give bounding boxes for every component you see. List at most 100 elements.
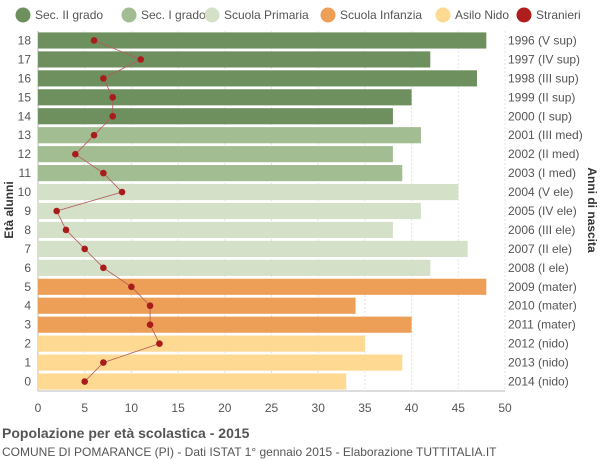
stranieri-point-age-2 <box>156 340 163 347</box>
legend-marker-1 <box>121 7 137 23</box>
stranieri-point-age-17 <box>137 56 145 63</box>
stranieri-point-age-8 <box>62 226 70 234</box>
birth-year-label-11: 2003 (I med) <box>508 166 576 180</box>
stranieri-point-age-3 <box>146 321 154 328</box>
age-label-1: 1 <box>24 356 31 370</box>
x-tick-label-2: 10 <box>125 401 139 415</box>
birth-year-label-2: 2012 (nido) <box>508 337 569 351</box>
labels: 18 1996 (V sup)17 1997 (IV sup)16 1998 (III… <box>18 33 583 388</box>
stranieri-point-age-18 <box>90 37 98 44</box>
x-tick-label-8: 40 <box>405 401 419 415</box>
birth-year-label-4: 2010 (mater) <box>508 299 577 313</box>
legend-marker-4 <box>435 7 451 23</box>
bar-age-2 <box>38 335 365 352</box>
stranieri-point-age-7 <box>81 245 88 253</box>
x-tick-label-10: 50 <box>498 401 512 415</box>
age-label-16: 16 <box>18 71 32 85</box>
x-tick-label-6: 30 <box>312 401 326 415</box>
bar-age-1 <box>38 354 403 371</box>
age-label-13: 13 <box>18 128 32 142</box>
age-label-2: 2 <box>24 337 31 351</box>
x-tick-label-4: 20 <box>218 401 232 415</box>
legend: Sec. II grado Sec. I grado Scuola Primaria… <box>15 7 581 23</box>
bar-age-11 <box>38 165 403 182</box>
age-label-8: 8 <box>24 223 31 237</box>
y-axis-title: Età alunni <box>2 181 16 238</box>
bar-age-17 <box>38 51 431 68</box>
age-label-7: 7 <box>24 242 31 256</box>
x-tick-label-5: 25 <box>265 401 279 415</box>
bar-age-16 <box>38 70 477 87</box>
x-tick-label-9: 45 <box>452 401 466 415</box>
stranieri-point-age-1 <box>100 359 107 366</box>
x-tick-label-3: 15 <box>171 401 185 415</box>
age-label-0: 0 <box>24 375 31 389</box>
x-tick-label-1: 5 <box>81 401 88 415</box>
birth-year-label-7: 2007 (II ele) <box>508 242 572 256</box>
birth-year-label-6: 2008 (I ele) <box>508 261 569 275</box>
bar-age-12 <box>38 146 393 163</box>
stranieri-line <box>53 37 163 385</box>
bar-age-9 <box>38 202 421 220</box>
legend-label-4: Asilo Nido <box>455 8 509 22</box>
birth-year-label-10: 2004 (V ele) <box>508 185 573 199</box>
age-label-9: 9 <box>24 204 31 218</box>
bar-age-10 <box>38 183 459 201</box>
legend-label-1: Sec. I grado <box>141 8 206 22</box>
age-label-15: 15 <box>18 90 32 104</box>
bar-age-15 <box>38 89 412 106</box>
age-label-10: 10 <box>18 185 32 199</box>
x-tick-label-0: 0 <box>35 401 42 415</box>
birth-year-label-0: 2014 (nido) <box>508 375 569 389</box>
bar-age-7 <box>38 240 468 257</box>
birth-year-label-1: 2013 (nido) <box>508 356 569 370</box>
legend-label-2: Scuola Primaria <box>224 8 309 22</box>
chart-title: Popolazione per età scolastica - 2015 <box>2 425 250 441</box>
age-label-11: 11 <box>19 166 32 180</box>
birth-year-label-14: 2000 (I sup) <box>508 109 572 123</box>
stranieri-point-age-13 <box>90 131 98 139</box>
stranieri-point-age-4 <box>146 302 154 310</box>
bar-age-14 <box>38 108 393 125</box>
legend-marker-2 <box>204 7 220 23</box>
stranieri-point-age-11 <box>100 169 107 177</box>
birth-year-label-18: 1996 (V sup) <box>508 33 577 47</box>
age-label-5: 5 <box>24 280 31 294</box>
age-label-18: 18 <box>18 33 32 47</box>
bar-age-18 <box>38 32 487 49</box>
stranieri-point-age-15 <box>109 94 117 101</box>
stranieri-point-age-5 <box>128 283 135 291</box>
birth-year-label-3: 2011 (mater) <box>508 318 576 332</box>
stranieri-point-age-0 <box>81 378 88 385</box>
birth-year-label-15: 1999 (II sup) <box>508 90 575 104</box>
age-label-12: 12 <box>18 147 32 161</box>
y-axis-right-title: Anni di nascita <box>585 167 599 253</box>
stranieri-point-age-16 <box>100 75 107 82</box>
stranieri-point-age-14 <box>109 112 117 120</box>
age-label-6: 6 <box>24 261 31 275</box>
bar-age-5 <box>38 278 487 295</box>
bars <box>38 32 487 390</box>
legend-marker-5 <box>516 7 532 23</box>
legend-marker-3 <box>320 7 336 23</box>
birth-year-label-9: 2005 (IV ele) <box>508 204 577 218</box>
stranieri-point-age-12 <box>72 150 79 158</box>
age-label-17: 17 <box>18 52 32 66</box>
legend-label-5: Stranieri <box>536 8 581 22</box>
bar-age-4 <box>38 297 356 314</box>
age-label-3: 3 <box>24 318 31 332</box>
bar-age-3 <box>38 316 412 333</box>
bar-age-8 <box>38 221 393 239</box>
birth-year-label-13: 2001 (III med) <box>508 128 583 142</box>
bar-age-0 <box>38 373 347 390</box>
chart-subtitle: COMUNE DI POMARANCE (PI) - Dati ISTAT 1°… <box>2 445 497 459</box>
stranieri-point-age-6 <box>100 264 107 272</box>
stranieri-point-age-10 <box>118 188 126 196</box>
bar-age-13 <box>38 127 421 144</box>
chart: Sec. II grado Sec. I grado Scuola Primaria… <box>2 7 599 415</box>
age-label-14: 14 <box>18 109 32 123</box>
legend-marker-0 <box>15 7 31 23</box>
birth-year-label-8: 2006 (III ele) <box>508 223 575 237</box>
bar-age-6 <box>38 259 431 276</box>
birth-year-label-5: 2009 (mater) <box>508 280 577 294</box>
